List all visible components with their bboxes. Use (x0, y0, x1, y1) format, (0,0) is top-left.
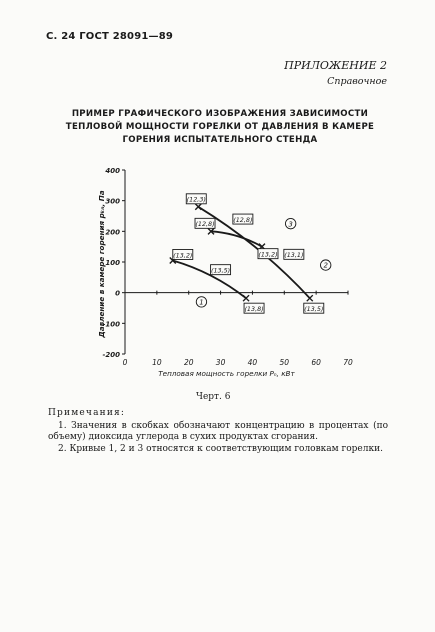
figure-caption: Черт. 6 (196, 392, 231, 402)
annotation-label: (13,5) (211, 266, 230, 274)
point-label-box (194, 217, 216, 229)
title-line: ТЕПЛОВОЙ МОЩНОСТИ ГОРЕЛКИ ОТ ДАВЛЕНИЯ В … (65, 121, 375, 132)
appendix-label: ПРИЛОЖЕНИЕ 2 (284, 59, 387, 72)
annotation-label-box (283, 248, 305, 260)
point-label: (12,8) (195, 220, 214, 228)
title-line: ГОРЕНИЯ ИСПЫТАТЕЛЬНОГО СТЕНДА (122, 134, 318, 145)
title-line: ПРИМЕР ГРАФИЧЕСКОГО ИЗОБРАЖЕНИЯ ЗАВИСИМО… (71, 109, 369, 119)
curve-number-label: 3 (288, 220, 292, 228)
y-tick-label: -200 (102, 351, 120, 359)
y-tick-label: 200 (105, 228, 120, 236)
x-tick-label: 50 (280, 358, 290, 367)
y-tick-label: 0 (115, 290, 120, 298)
curve-number-label: 2 (323, 262, 328, 270)
appendix-sublabel: Справочное (327, 76, 387, 87)
note-item: 1. Значения в скобках обозначают концент… (48, 420, 388, 443)
data-point-marker (242, 294, 250, 302)
curve-number-circle (195, 296, 208, 308)
x-tick-label: 40 (248, 358, 258, 367)
point-label: (13,5) (304, 305, 323, 313)
point-label: (13,2) (173, 251, 192, 259)
annotation-label-box (210, 264, 232, 276)
curve-number-circle (285, 218, 297, 230)
point-label: (12,3) (187, 196, 206, 204)
series-line (210, 230, 263, 248)
figure-title: ПРИМЕР ГРАФИЧЕСКОГО ИЗОБРАЖЕНИЯ ЗАВИСИМО… (60, 108, 380, 147)
notes-section: Примечания: 1. Значения в скобках обозна… (48, 408, 388, 456)
x-tick-label: 0 (123, 358, 128, 367)
series-line (197, 206, 311, 299)
data-point-marker (207, 227, 215, 235)
series-line (172, 259, 247, 299)
x-axis-label: Тепловая мощность горелки Pₙ, кВт (158, 369, 295, 378)
point-label-box (172, 249, 194, 260)
point-label: (13,2) (258, 250, 277, 258)
annotation-label: (12,8) (233, 216, 252, 224)
x-tick-label: 10 (152, 358, 162, 367)
curve-number-label: 1 (199, 298, 203, 306)
point-label-box (257, 248, 279, 260)
point-label-box (303, 302, 325, 314)
annotation-label: (13,1) (284, 251, 303, 259)
point-label: (13,8) (244, 305, 263, 313)
x-tick-label: 30 (216, 358, 226, 367)
y-tick-label: 300 (105, 198, 120, 206)
point-label-box (185, 193, 207, 205)
x-tick-label: 20 (184, 358, 194, 367)
page-header: С. 24 ГОСТ 28091—89 (46, 31, 174, 42)
x-tick-label: 70 (343, 358, 353, 367)
y-tick-label: 100 (105, 259, 120, 267)
y-tick-label: 400 (105, 167, 120, 175)
y-axis-label: Давление в камере горения pₖₙ, Па (97, 190, 106, 338)
point-label-box (243, 302, 265, 314)
appendix-block: ПРИЛОЖЕНИЕ 2 Справочное (247, 59, 387, 87)
note-item: 2. Кривые 1, 2 и 3 относятся к соответст… (58, 444, 383, 455)
annotation-label-box (232, 213, 254, 225)
notes-heading: Примечания: (48, 408, 126, 418)
data-point-marker (306, 294, 314, 302)
x-tick-label: 60 (311, 358, 321, 367)
curve-number-circle (320, 259, 332, 271)
y-tick-label: -100 (102, 320, 120, 328)
data-point-marker (194, 203, 202, 211)
